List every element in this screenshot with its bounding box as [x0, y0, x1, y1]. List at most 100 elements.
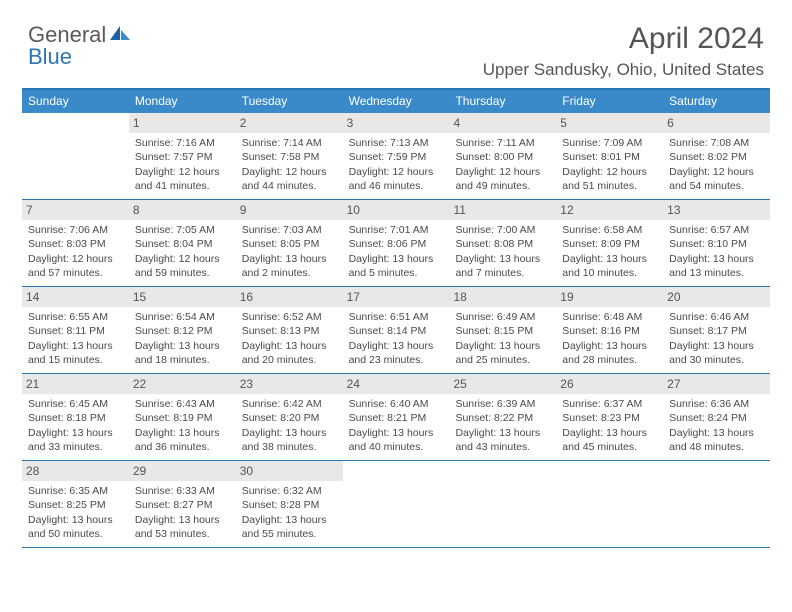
sunset-text: Sunset: 8:00 PM [455, 150, 550, 164]
day-cell: 23Sunrise: 6:42 AMSunset: 8:20 PMDayligh… [236, 374, 343, 460]
sunrise-text: Sunrise: 6:51 AM [349, 310, 444, 324]
empty-cell [449, 461, 556, 547]
sunrise-text: Sunrise: 6:39 AM [455, 397, 550, 411]
day-cell: 25Sunrise: 6:39 AMSunset: 8:22 PMDayligh… [449, 374, 556, 460]
day-cell: 1 Sunrise: 7:16 AMSunset: 7:57 PMDaylight… [129, 113, 236, 199]
logo-sail-icon [108, 24, 132, 47]
day-number: 10 [343, 200, 450, 220]
day-cell: 14 Sunrise: 6:55 AMSunset: 8:11 PMDayligh… [22, 287, 129, 373]
daylight-text: Daylight: 12 hours and 54 minutes. [669, 165, 764, 193]
day-cell: 8Sunrise: 7:05 AMSunset: 8:04 PMDaylight… [129, 200, 236, 286]
header: General Blue April 2024 Upper Sandusky, … [0, 0, 792, 88]
sunrise-text: Sunrise: 7:06 AM [28, 223, 123, 237]
sunrise-text: Sunrise: 7:13 AM [349, 136, 444, 150]
day-number: 23 [236, 374, 343, 394]
day-cell: 16Sunrise: 6:52 AMSunset: 8:13 PMDayligh… [236, 287, 343, 373]
daylight-text: Daylight: 13 hours and 45 minutes. [562, 426, 657, 454]
daylight-text: Daylight: 13 hours and 38 minutes. [242, 426, 337, 454]
daylight-text: Daylight: 13 hours and 33 minutes. [28, 426, 123, 454]
day-cell: 7Sunrise: 7:06 AMSunset: 8:03 PMDaylight… [22, 200, 129, 286]
sunset-text: Sunset: 8:13 PM [242, 324, 337, 338]
sunset-text: Sunset: 7:57 PM [135, 150, 230, 164]
sunset-text: Sunset: 8:19 PM [135, 411, 230, 425]
daylight-text: Daylight: 13 hours and 25 minutes. [455, 339, 550, 367]
day-number: 27 [663, 374, 770, 394]
day-number: 2 [236, 113, 343, 133]
day-cell: 21Sunrise: 6:45 AMSunset: 8:18 PMDayligh… [22, 374, 129, 460]
daylight-text: Daylight: 13 hours and 36 minutes. [135, 426, 230, 454]
logo: General Blue [28, 22, 132, 48]
sunrise-text: Sunrise: 7:09 AM [562, 136, 657, 150]
week-row: 7Sunrise: 7:06 AMSunset: 8:03 PMDaylight… [22, 200, 770, 287]
week-row: 1Sunrise: 7:16 AMSunset: 7:57 PMDaylight… [22, 113, 770, 200]
day-cell: 27Sunrise: 6:36 AMSunset: 8:24 PMDayligh… [663, 374, 770, 460]
sunset-text: Sunset: 8:04 PM [135, 237, 230, 251]
sunrise-text: Sunrise: 6:43 AM [135, 397, 230, 411]
sunset-text: Sunset: 8:16 PM [562, 324, 657, 338]
week-row: 21Sunrise: 6:45 AMSunset: 8:18 PMDayligh… [22, 374, 770, 461]
sunrise-text: Sunrise: 6:48 AM [562, 310, 657, 324]
daylight-text: Daylight: 13 hours and 55 minutes. [242, 513, 337, 541]
day-number: 22 [129, 374, 236, 394]
sunrise-text: Sunrise: 6:55 AM [28, 310, 123, 324]
weekday-header-monday: Monday [129, 90, 236, 113]
sunset-text: Sunset: 8:11 PM [28, 324, 123, 338]
week-row: 14Sunrise: 6:55 AMSunset: 8:11 PMDayligh… [22, 287, 770, 374]
day-cell: 2Sunrise: 7:14 AMSunset: 7:58 PMDaylight… [236, 113, 343, 199]
day-cell: 11Sunrise: 7:00 AMSunset: 8:08 PMDayligh… [449, 200, 556, 286]
day-cell: 22 Sunrise: 6:43 AMSunset: 8:19 PMDayligh… [129, 374, 236, 460]
sunrise-text: Sunrise: 6:40 AM [349, 397, 444, 411]
sunrise-text: Sunrise: 7:16 AM [135, 136, 230, 150]
daylight-text: Daylight: 13 hours and 40 minutes. [349, 426, 444, 454]
day-cell: 3Sunrise: 7:13 AMSunset: 7:59 PMDaylight… [343, 113, 450, 199]
sunrise-text: Sunrise: 6:46 AM [669, 310, 764, 324]
day-number: 30 [236, 461, 343, 481]
daylight-text: Daylight: 13 hours and 5 minutes. [349, 252, 444, 280]
sunset-text: Sunset: 8:09 PM [562, 237, 657, 251]
day-number: 5 [556, 113, 663, 133]
sunset-text: Sunset: 8:12 PM [135, 324, 230, 338]
logo-text-blue: Blue [28, 44, 72, 69]
day-number: 7 [22, 200, 129, 220]
day-cell: 10Sunrise: 7:01 AMSunset: 8:06 PMDayligh… [343, 200, 450, 286]
daylight-text: Daylight: 12 hours and 41 minutes. [135, 165, 230, 193]
sunset-text: Sunset: 8:21 PM [349, 411, 444, 425]
calendar-grid: SundayMondayTuesdayWednesdayThursdayFrid… [22, 88, 770, 548]
daylight-text: Daylight: 13 hours and 15 minutes. [28, 339, 123, 367]
day-cell: 15Sunrise: 6:54 AMSunset: 8:12 PMDayligh… [129, 287, 236, 373]
day-number: 29 [129, 461, 236, 481]
sunset-text: Sunset: 8:27 PM [135, 498, 230, 512]
day-cell: 20Sunrise: 6:46 AMSunset: 8:17 PMDayligh… [663, 287, 770, 373]
day-number: 18 [449, 287, 556, 307]
daylight-text: Daylight: 13 hours and 53 minutes. [135, 513, 230, 541]
day-cell: 9Sunrise: 7:03 AMSunset: 8:05 PMDaylight… [236, 200, 343, 286]
day-number: 24 [343, 374, 450, 394]
sunset-text: Sunset: 8:17 PM [669, 324, 764, 338]
weekday-header-thursday: Thursday [449, 90, 556, 113]
day-number: 1 [129, 113, 236, 133]
page-title: April 2024 [28, 22, 764, 56]
sunset-text: Sunset: 8:05 PM [242, 237, 337, 251]
sunrise-text: Sunrise: 7:01 AM [349, 223, 444, 237]
day-number: 28 [22, 461, 129, 481]
daylight-text: Daylight: 13 hours and 30 minutes. [669, 339, 764, 367]
sunrise-text: Sunrise: 6:57 AM [669, 223, 764, 237]
sunrise-text: Sunrise: 6:58 AM [562, 223, 657, 237]
weekday-header-tuesday: Tuesday [236, 90, 343, 113]
sunrise-text: Sunrise: 6:45 AM [28, 397, 123, 411]
daylight-text: Daylight: 13 hours and 48 minutes. [669, 426, 764, 454]
daylight-text: Daylight: 12 hours and 44 minutes. [242, 165, 337, 193]
sunset-text: Sunset: 7:59 PM [349, 150, 444, 164]
sunrise-text: Sunrise: 7:05 AM [135, 223, 230, 237]
empty-cell [663, 461, 770, 547]
day-cell: 24 Sunrise: 6:40 AMSunset: 8:21 PMDayligh… [343, 374, 450, 460]
day-cell: 30Sunrise: 6:32 AMSunset: 8:28 PMDayligh… [236, 461, 343, 547]
day-number: 11 [449, 200, 556, 220]
day-number: 14 [22, 287, 129, 307]
weekday-header-wednesday: Wednesday [343, 90, 450, 113]
empty-cell [22, 113, 129, 199]
sunset-text: Sunset: 8:02 PM [669, 150, 764, 164]
daylight-text: Daylight: 13 hours and 18 minutes. [135, 339, 230, 367]
day-cell: 12Sunrise: 6:58 AMSunset: 8:09 PMDayligh… [556, 200, 663, 286]
sunrise-text: Sunrise: 7:11 AM [455, 136, 550, 150]
